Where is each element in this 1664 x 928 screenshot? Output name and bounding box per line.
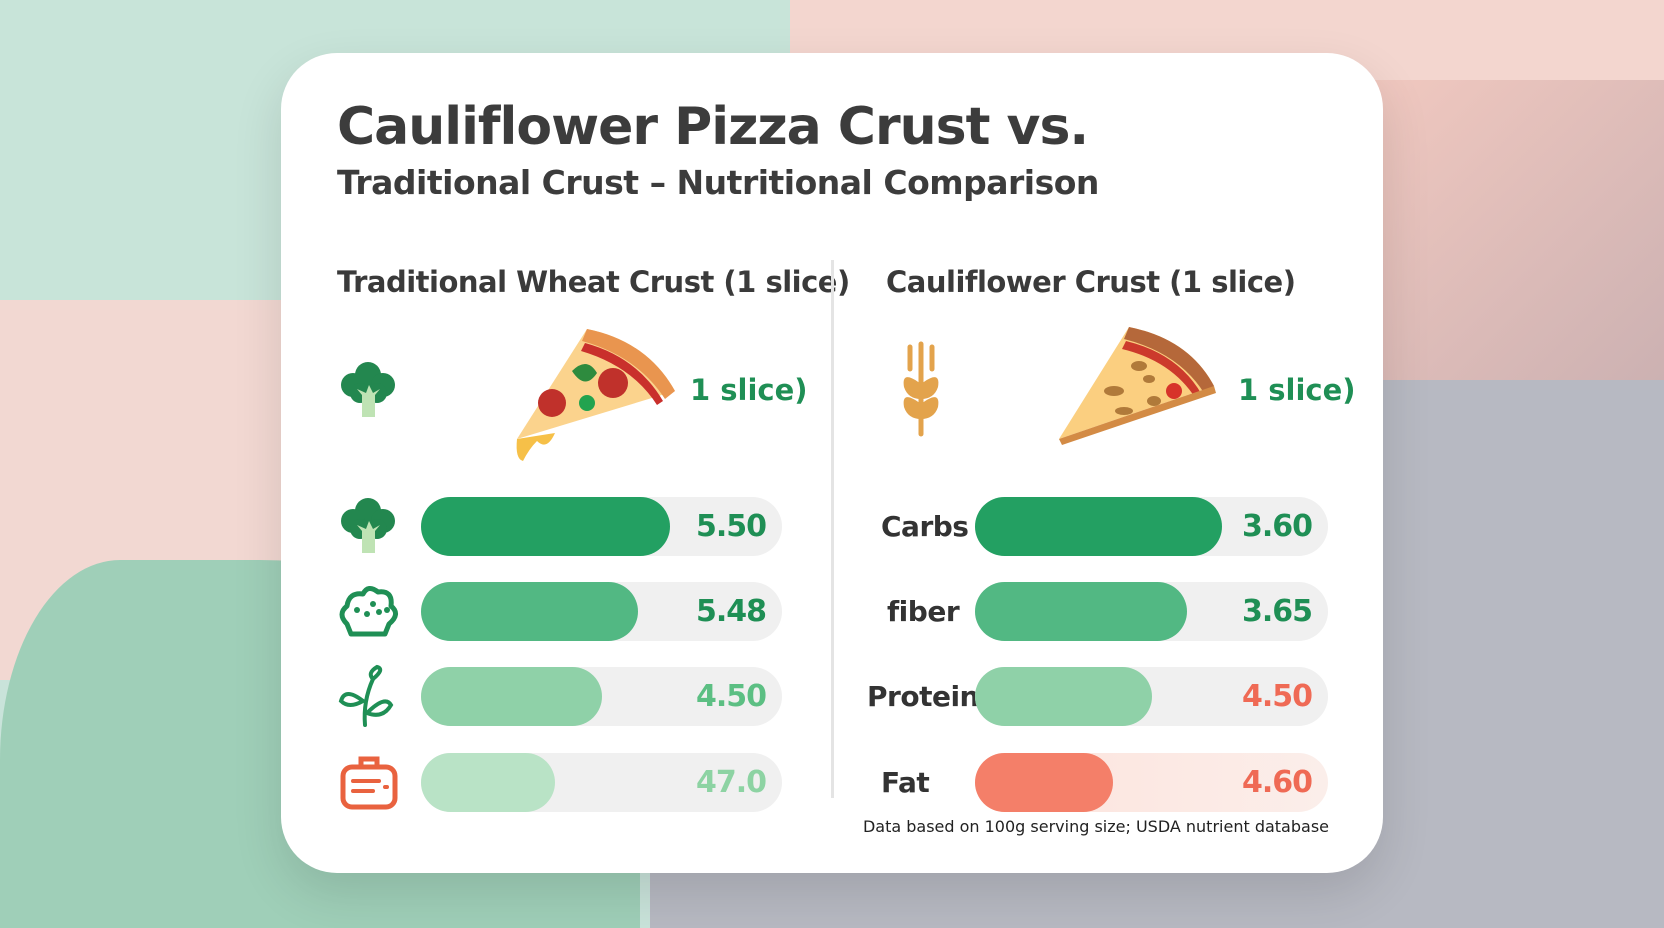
- footnote: Data based on 100g serving size; USDA nu…: [862, 817, 1329, 836]
- bar-fill: [421, 667, 602, 726]
- bar-label: Protein: [867, 680, 979, 713]
- pizza-slice-icon: [516, 329, 675, 461]
- scale-icon: [340, 756, 398, 810]
- bar-track: 47.0: [421, 753, 782, 812]
- page-subtitle: Traditional Crust – Nutritional Comparis…: [337, 163, 1099, 202]
- bar-value: 47.0: [695, 765, 767, 800]
- bar-value: 5.50: [695, 509, 767, 544]
- bar-fill: [975, 667, 1152, 726]
- bar-value: 3.65: [1241, 594, 1313, 629]
- bar-track: 5.48: [421, 582, 782, 641]
- right-serving-label: 1 slice): [1238, 373, 1356, 407]
- bar-value: 5.48: [695, 594, 767, 629]
- bar-value: 4.60: [1241, 765, 1313, 800]
- bar-value: 3.60: [1241, 509, 1313, 544]
- bar-value: 4.50: [695, 679, 767, 714]
- left-section-heading: Traditional Wheat Crust (1 slice): [337, 265, 850, 299]
- bar-label: Carbs: [881, 510, 969, 543]
- sprout-icon: [338, 664, 394, 727]
- bar-track: 4.60: [975, 753, 1328, 812]
- bar-track: 4.50: [421, 667, 782, 726]
- broccoli-icon: [341, 362, 395, 417]
- bar-track: 3.65: [975, 582, 1328, 641]
- bar-fill: [975, 582, 1187, 641]
- bar-label: fiber: [887, 595, 960, 628]
- pizza-slice-icon: [1059, 327, 1216, 445]
- wheat-icon: [903, 341, 939, 437]
- page-title: Cauliflower Pizza Crust vs.: [337, 97, 1089, 157]
- left-serving-label: 1 slice): [690, 373, 808, 407]
- bar-track: 4.50: [975, 667, 1328, 726]
- bar-fill: [421, 497, 671, 556]
- bar-value: 4.50: [1241, 679, 1313, 714]
- cauliflower-icon: [339, 586, 398, 637]
- bar-fill: [975, 753, 1113, 812]
- bar-label: Fat: [881, 766, 930, 799]
- bar-fill: [975, 497, 1223, 556]
- bar-track: 3.60: [975, 497, 1328, 556]
- bar-fill: [421, 582, 638, 641]
- bar-fill: [421, 753, 555, 812]
- bar-track: 5.50: [421, 497, 782, 556]
- right-section-heading: Cauliflower Crust (1 slice): [886, 265, 1296, 299]
- broccoli-icon: [341, 498, 395, 553]
- infographic-card: Cauliflower Pizza Crust vs. Traditional …: [281, 53, 1383, 873]
- divider: [831, 260, 834, 798]
